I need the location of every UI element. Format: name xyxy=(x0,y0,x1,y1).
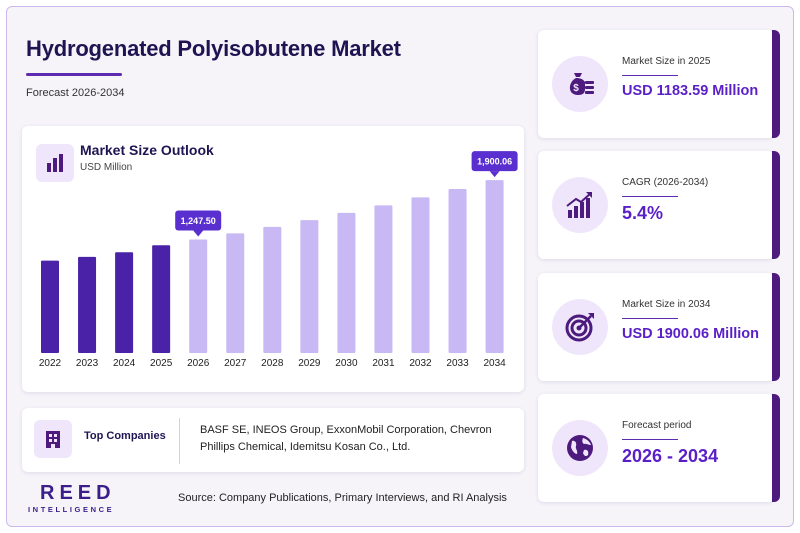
stat-card-cagr: CAGR (2026-2034) 5.4% xyxy=(538,151,780,259)
x-tick-label: 2027 xyxy=(224,358,247,369)
stat-label: Market Size in 2034 xyxy=(622,299,711,310)
x-tick-label: 2024 xyxy=(113,358,136,369)
bar-2023 xyxy=(78,256,97,353)
svg-text:$: $ xyxy=(573,83,579,94)
x-tick-label: 2032 xyxy=(409,358,432,369)
stat-card-market-size-2034: Market Size in 2034 USD 1900.06 Million xyxy=(538,273,780,381)
target-icon xyxy=(552,299,608,355)
x-tick-label: 2025 xyxy=(150,358,173,369)
stat-divider xyxy=(622,318,678,319)
x-tick-label: 2030 xyxy=(335,358,358,369)
chart-title: Market Size Outlook xyxy=(80,142,214,158)
x-tick-label: 2031 xyxy=(372,358,395,369)
stat-value: 2026 - 2034 xyxy=(622,446,719,466)
stat-value: USD 1183.59 Million xyxy=(622,83,759,99)
stat-label: CAGR (2026-2034) xyxy=(622,177,709,188)
x-tick-label: 2033 xyxy=(446,358,469,369)
page-subtitle: Forecast 2026-2034 xyxy=(26,87,125,99)
stat-divider xyxy=(622,75,678,76)
x-tick-label: 2029 xyxy=(298,358,321,369)
bar-2028 xyxy=(263,226,282,353)
building-icon xyxy=(34,420,72,458)
bar-2024 xyxy=(115,252,134,353)
top-companies-card: Top Companies BASF SE, INEOS Group, Exxo… xyxy=(22,408,524,472)
source-note: Source: Company Publications, Primary In… xyxy=(178,492,507,504)
money-bag-icon: $ xyxy=(552,56,608,112)
top-companies-label: Top Companies xyxy=(84,430,166,442)
bar-2033 xyxy=(448,188,467,353)
stat-label: Forecast period xyxy=(622,420,692,431)
divider xyxy=(179,418,180,464)
stat-value: USD 1900.06 Million xyxy=(622,326,759,342)
bar-2027 xyxy=(226,233,245,353)
x-tick-label: 2034 xyxy=(483,358,506,369)
bar-chart-icon xyxy=(36,144,74,182)
chart-unit: USD Million xyxy=(80,162,133,173)
x-tick-label: 2028 xyxy=(261,358,284,369)
bar-2026 xyxy=(189,239,208,353)
data-callout-2026: 1,247.50 xyxy=(175,210,222,237)
stat-label: Market Size in 2025 xyxy=(622,56,711,67)
x-tick-label: 2023 xyxy=(76,358,99,369)
bar-2022 xyxy=(41,260,59,353)
top-companies-list: BASF SE, INEOS Group, ExxonMobil Corpora… xyxy=(200,424,492,453)
bar-2032 xyxy=(411,197,430,353)
stat-divider xyxy=(622,439,678,440)
x-tick-label: 2022 xyxy=(39,358,62,369)
page-title: Hydrogenated Polyisobutene Market xyxy=(26,36,401,61)
bar-chart: 2022 2023 2024 2025 2026 2027 2028 2029 2030 2031… xyxy=(39,151,518,369)
title-underline xyxy=(26,73,122,76)
globe-icon xyxy=(552,420,608,476)
bar-2025 xyxy=(152,245,171,353)
bar-2029 xyxy=(300,220,319,353)
bar-2031 xyxy=(374,205,393,353)
data-label: 1,247.50 xyxy=(181,216,216,226)
stat-card-forecast-period: Forecast period 2026 - 2034 xyxy=(538,394,780,502)
stat-divider xyxy=(622,196,678,197)
stat-value: 5.4% xyxy=(622,203,664,223)
data-callout-2034: 1,900.06 xyxy=(471,151,518,178)
x-tick-label: 2026 xyxy=(187,358,210,369)
bar-2034 xyxy=(485,180,504,353)
growth-chart-icon xyxy=(552,177,608,233)
logo-subtitle: INTELLIGENCE xyxy=(28,505,115,514)
logo-wordmark: REED xyxy=(40,482,116,504)
data-label: 1,900.06 xyxy=(477,157,512,167)
chart-card: Market Size Outlook USD Million 2022 2023… xyxy=(22,126,524,392)
stat-card-market-size-2025: $ Market Size in 2025 USD 1183.59 Millio… xyxy=(538,30,780,138)
bar-2030 xyxy=(337,212,356,353)
